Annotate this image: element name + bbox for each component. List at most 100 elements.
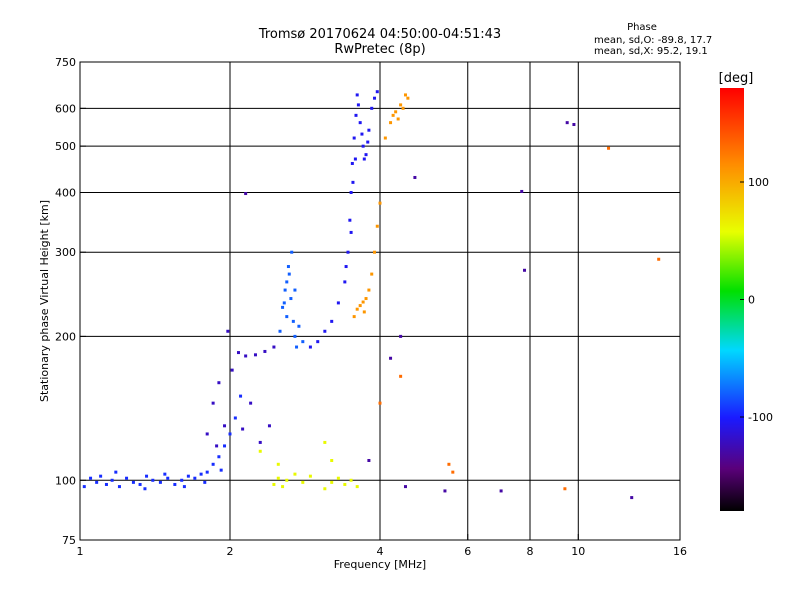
- data-point: [413, 175, 417, 179]
- data-point: [370, 106, 374, 110]
- data-point: [226, 329, 230, 333]
- data-point: [352, 136, 356, 140]
- chart-title: Tromsø 20170624 04:50:00-04:51:43: [258, 27, 501, 42]
- data-point: [354, 113, 358, 117]
- data-point: [276, 476, 280, 480]
- data-point: [278, 329, 282, 333]
- data-point: [308, 345, 312, 349]
- data-point: [378, 201, 382, 205]
- data-point: [370, 272, 374, 276]
- data-point: [239, 394, 243, 398]
- y-tick-label: 75: [62, 534, 76, 547]
- data-point: [249, 401, 253, 405]
- data-point: [258, 449, 262, 453]
- axis-ticks: 1 2 4 6 8 10 16 75 100 200 300 400 500 600 750: [55, 56, 687, 558]
- data-point: [360, 132, 364, 136]
- data-point: [293, 288, 297, 292]
- data-point: [219, 468, 223, 472]
- data-point: [358, 121, 362, 125]
- data-point: [355, 93, 359, 97]
- data-point: [367, 458, 371, 462]
- data-point: [276, 462, 280, 466]
- data-point: [364, 153, 368, 157]
- data-point: [373, 250, 377, 254]
- stats-heading: Phase: [627, 22, 657, 33]
- data-point: [403, 485, 407, 489]
- data-point: [373, 96, 377, 100]
- data-point: [330, 480, 334, 484]
- data-point: [143, 487, 147, 491]
- data-point: [110, 478, 114, 482]
- data-point: [367, 288, 371, 292]
- data-point: [223, 424, 227, 428]
- stats-x-mode: mean, sd,X: 95.2, 19.1: [594, 46, 708, 57]
- data-point: [244, 192, 248, 196]
- data-point: [353, 157, 357, 161]
- data-point: [95, 480, 99, 484]
- data-point: [151, 478, 155, 482]
- data-point: [228, 432, 232, 436]
- data-point: [351, 180, 355, 184]
- data-point: [263, 349, 267, 353]
- data-point: [295, 345, 299, 349]
- data-point: [336, 476, 340, 480]
- y-tick-label: 200: [55, 330, 76, 343]
- stats-o-mode: mean, sd,O: -89.8, 17.7: [594, 35, 712, 46]
- data-point: [267, 424, 271, 428]
- data-point: [355, 307, 359, 311]
- data-point: [283, 288, 287, 292]
- data-point: [367, 128, 371, 132]
- data-point: [355, 485, 359, 489]
- data-point: [349, 478, 353, 482]
- data-point: [399, 374, 403, 378]
- data-point: [396, 117, 400, 121]
- x-tick-label: 4: [377, 545, 384, 558]
- data-point: [104, 482, 108, 486]
- data-point: [447, 462, 451, 466]
- data-point: [356, 103, 360, 107]
- data-point: [406, 96, 410, 100]
- data-point: [211, 401, 215, 405]
- data-point: [233, 416, 237, 420]
- data-point: [217, 455, 221, 459]
- y-tick-label: 400: [55, 186, 76, 199]
- data-point: [131, 480, 135, 484]
- data-point: [499, 489, 503, 493]
- data-point: [389, 356, 393, 360]
- data-point: [443, 489, 447, 493]
- data-point: [290, 250, 294, 254]
- x-tick-label: 8: [527, 545, 534, 558]
- y-tick-label: 100: [55, 474, 76, 487]
- data-point: [349, 190, 353, 194]
- data-point: [361, 144, 365, 148]
- data-point: [330, 319, 334, 323]
- data-point: [193, 476, 197, 480]
- data-point: [186, 474, 190, 478]
- data-point: [253, 353, 257, 357]
- data-point: [572, 123, 576, 127]
- data-point: [301, 340, 305, 344]
- data-point: [657, 257, 661, 261]
- data-point: [117, 485, 121, 489]
- y-axis-label: Stationary phase Virtual Height [km]: [38, 200, 51, 402]
- data-point: [281, 305, 285, 309]
- data-point: [361, 300, 365, 304]
- data-point: [180, 478, 184, 482]
- data-point: [366, 140, 370, 144]
- data-point: [173, 482, 177, 486]
- data-point: [236, 351, 240, 355]
- data-point: [258, 440, 262, 444]
- colorbar-tick-label: -100: [748, 411, 773, 424]
- data-point: [285, 280, 289, 284]
- data-point: [607, 146, 611, 150]
- colorbar-ticks: 100 0 -100: [740, 176, 773, 424]
- data-point: [241, 427, 245, 431]
- data-point: [285, 315, 289, 319]
- data-point: [399, 103, 403, 107]
- data-point: [451, 470, 455, 474]
- data-point: [378, 401, 382, 405]
- data-point: [99, 474, 103, 478]
- data-point: [163, 472, 167, 476]
- data-point: [358, 304, 362, 308]
- data-point: [205, 470, 209, 474]
